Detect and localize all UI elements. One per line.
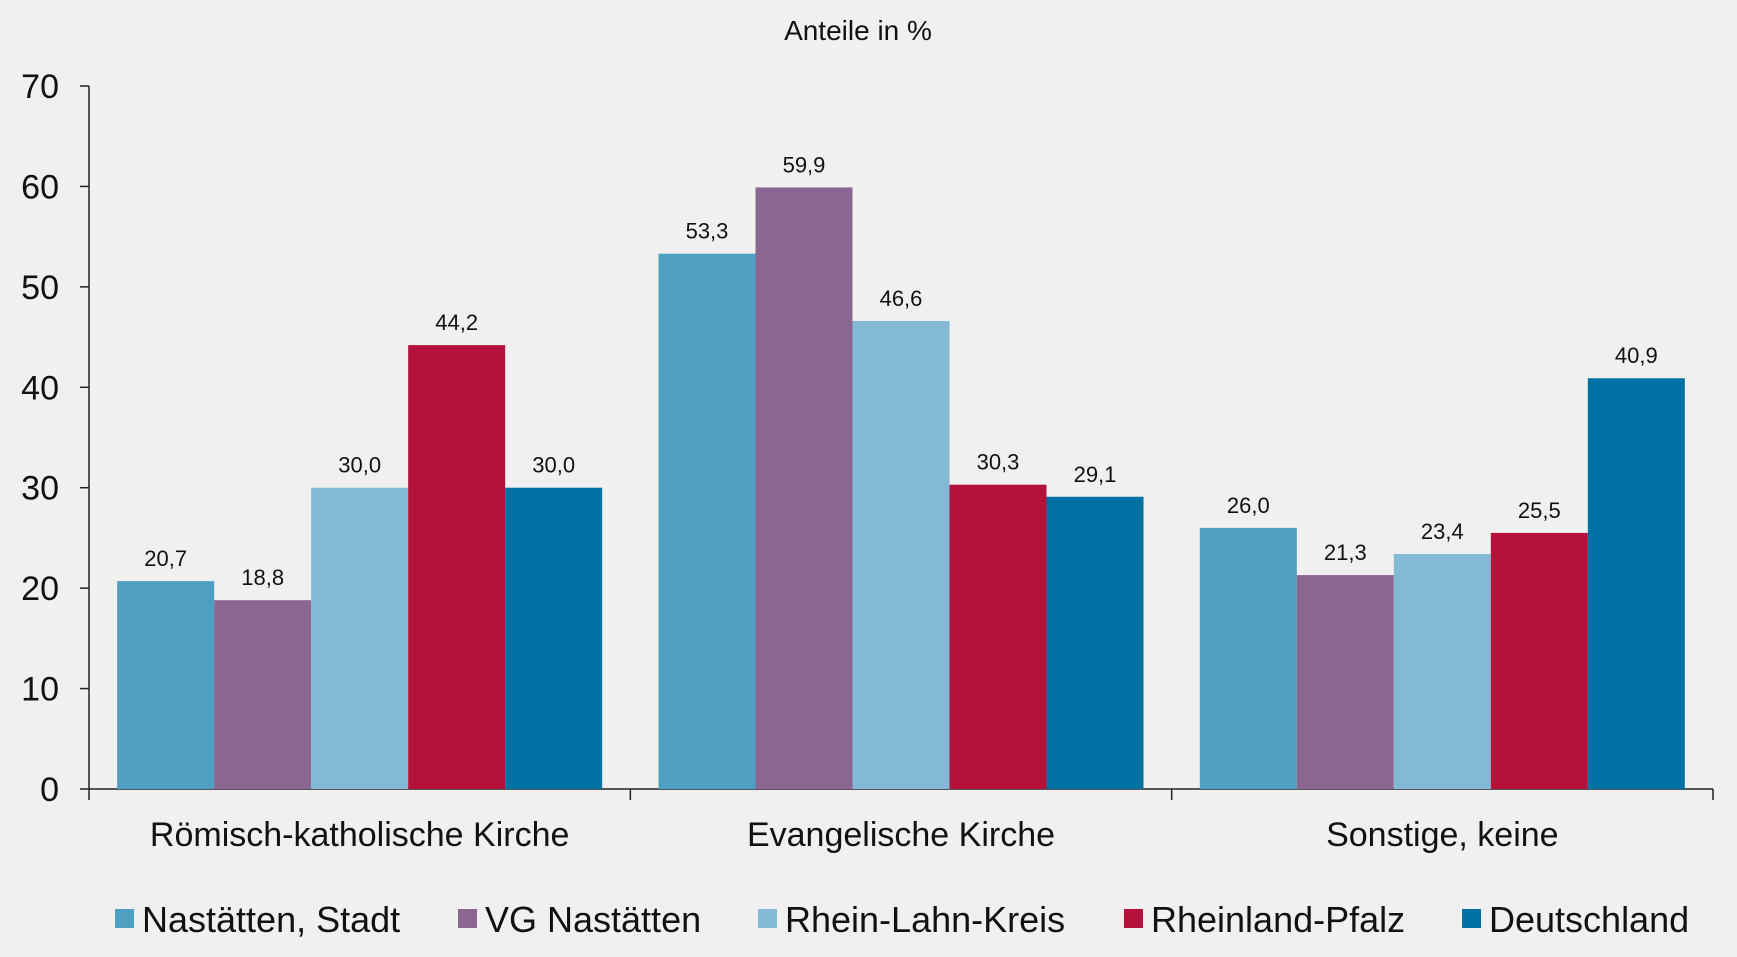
data-label: 46,6 — [880, 286, 923, 311]
x-category-label: Römisch-katholische Kirche — [150, 816, 570, 854]
data-labels: 20,7 18,8 30,0 44,2 30,0 53,3 59,9 46,6 30,3 29,1… — [144, 152, 1657, 590]
bar — [1296, 575, 1394, 789]
chart-title: Anteile in % — [784, 15, 932, 46]
legend-label: Rheinland-Pfalz — [1151, 899, 1405, 940]
bar — [505, 487, 603, 789]
axes: 0 10 20 30 40 50 60 70 Römisch-katholische Kirch… — [21, 68, 1714, 854]
y-tick-label: 60 — [21, 168, 59, 206]
y-tick-label: 20 — [21, 570, 59, 608]
y-tick-label: 70 — [21, 68, 59, 106]
legend-swatch — [115, 909, 134, 928]
bar — [311, 487, 409, 789]
legend-label: Nastätten, Stadt — [142, 899, 400, 940]
legend-swatch — [1462, 909, 1481, 928]
data-label: 23,4 — [1421, 519, 1464, 544]
legend: Nastätten, Stadt VG Nastätten Rhein-Lahn-K… — [115, 899, 1689, 940]
bar — [408, 345, 506, 789]
y-tick-label: 30 — [21, 470, 59, 508]
legend-swatch — [458, 909, 477, 928]
y-tick-label: 40 — [21, 369, 59, 407]
bar — [1046, 496, 1144, 789]
bar — [214, 600, 312, 789]
legend-label: Deutschland — [1489, 899, 1689, 940]
data-label: 53,3 — [686, 219, 729, 244]
data-label: 59,9 — [783, 152, 826, 177]
legend-label: VG Nastätten — [485, 899, 701, 940]
data-label: 40,9 — [1615, 343, 1658, 368]
bars — [117, 187, 1685, 790]
bar — [1587, 378, 1685, 789]
bar — [755, 187, 853, 789]
data-label: 21,3 — [1324, 540, 1367, 565]
data-label: 44,2 — [435, 310, 478, 335]
bar — [1199, 527, 1297, 789]
bar — [1393, 553, 1491, 789]
data-label: 29,1 — [1074, 462, 1117, 487]
x-category-label: Evangelische Kirche — [747, 816, 1055, 854]
legend-label: Rhein-Lahn-Kreis — [785, 899, 1065, 940]
data-label: 30,0 — [338, 453, 381, 478]
bar — [658, 253, 756, 790]
y-tick-label: 50 — [21, 269, 59, 307]
bar — [852, 321, 950, 789]
data-label: 20,7 — [144, 546, 187, 571]
x-category-label: Sonstige, keine — [1326, 816, 1559, 854]
y-tick-label: 10 — [21, 671, 59, 709]
bar — [117, 581, 215, 789]
data-label: 26,0 — [1227, 493, 1270, 518]
data-label: 30,3 — [977, 450, 1020, 475]
legend-swatch — [758, 909, 777, 928]
bar — [1490, 532, 1588, 789]
y-tick-label: 0 — [40, 771, 59, 809]
data-label: 25,5 — [1518, 498, 1561, 523]
legend-swatch — [1124, 909, 1143, 928]
bar — [949, 484, 1047, 789]
data-label: 18,8 — [241, 565, 284, 590]
data-label: 30,0 — [532, 453, 575, 478]
